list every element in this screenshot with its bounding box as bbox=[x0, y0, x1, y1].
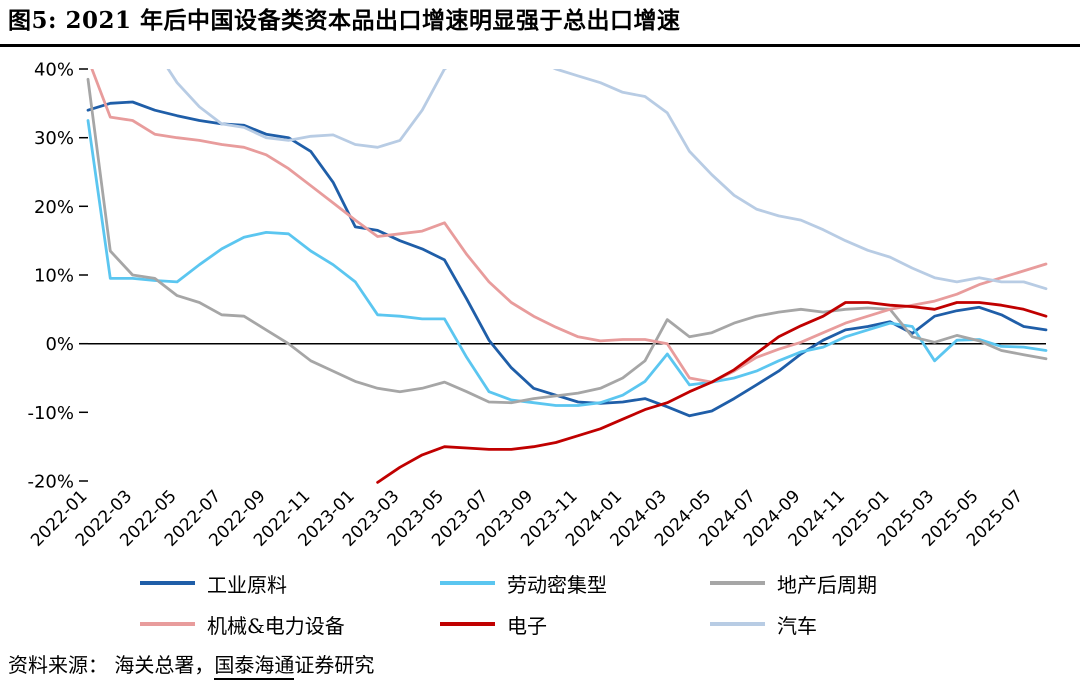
y-tick-label: -10% bbox=[27, 403, 74, 424]
legend-line-swatch bbox=[140, 622, 195, 627]
legend-label: 地产后周期 bbox=[777, 572, 877, 597]
legend: 工业原料 劳动密集型 地产后周期机械&电力设备 电子 汽车 bbox=[0, 569, 1080, 639]
legend-item: 机械&电力设备 bbox=[140, 610, 440, 639]
series-line bbox=[86, 100, 1048, 417]
legend-line-swatch bbox=[710, 622, 765, 627]
legend-item: 劳动密集型 bbox=[440, 569, 710, 598]
legend-line-swatch bbox=[140, 581, 195, 586]
series-line bbox=[86, 118, 1048, 407]
legend-line-swatch bbox=[440, 581, 495, 586]
legend-label: 劳动密集型 bbox=[507, 572, 607, 597]
y-tick-label: 30% bbox=[34, 128, 74, 149]
series-line bbox=[90, 68, 1048, 384]
legend-label: 机械&电力设备 bbox=[207, 613, 345, 638]
y-tick-label: 40% bbox=[34, 59, 74, 80]
series-line bbox=[376, 300, 1048, 484]
legend-item: 地产后周期 bbox=[710, 569, 940, 598]
y-tick-label: -20% bbox=[27, 471, 74, 492]
source-publisher-link: 国泰海通 bbox=[214, 652, 295, 680]
source-prefix: 资料来源： 海关总署， bbox=[8, 652, 215, 677]
legend-label: 汽车 bbox=[777, 613, 817, 638]
legend-line-swatch bbox=[710, 581, 765, 586]
figure-title: 图5: 2021 年后中国设备类资本品出口增速明显强于总出口增速 bbox=[0, 0, 1080, 47]
chart-svg: 40%30%20%10%0%-10%-20%2022-012022-032022… bbox=[27, 59, 1048, 551]
source-suffix: 证券研究 bbox=[294, 652, 375, 677]
legend-line-swatch bbox=[440, 622, 495, 627]
legend-label: 电子 bbox=[507, 613, 547, 638]
legend-row: 机械&电力设备 电子 汽车 bbox=[0, 610, 1080, 639]
series-line bbox=[86, 77, 1048, 404]
legend-row: 工业原料 劳动密集型 地产后周期 bbox=[0, 569, 1080, 598]
legend-item: 电子 bbox=[440, 610, 710, 639]
y-tick-label: 10% bbox=[34, 265, 74, 286]
legend-label: 工业原料 bbox=[207, 572, 287, 597]
y-tick-label: 0% bbox=[45, 334, 74, 355]
legend-item: 汽车 bbox=[710, 610, 940, 639]
series-line bbox=[166, 68, 1048, 290]
y-tick-label: 20% bbox=[34, 197, 74, 218]
source-note: 资料来源： 海关总署，国泰海通证券研究 bbox=[0, 649, 1080, 680]
legend-item: 工业原料 bbox=[140, 569, 440, 598]
